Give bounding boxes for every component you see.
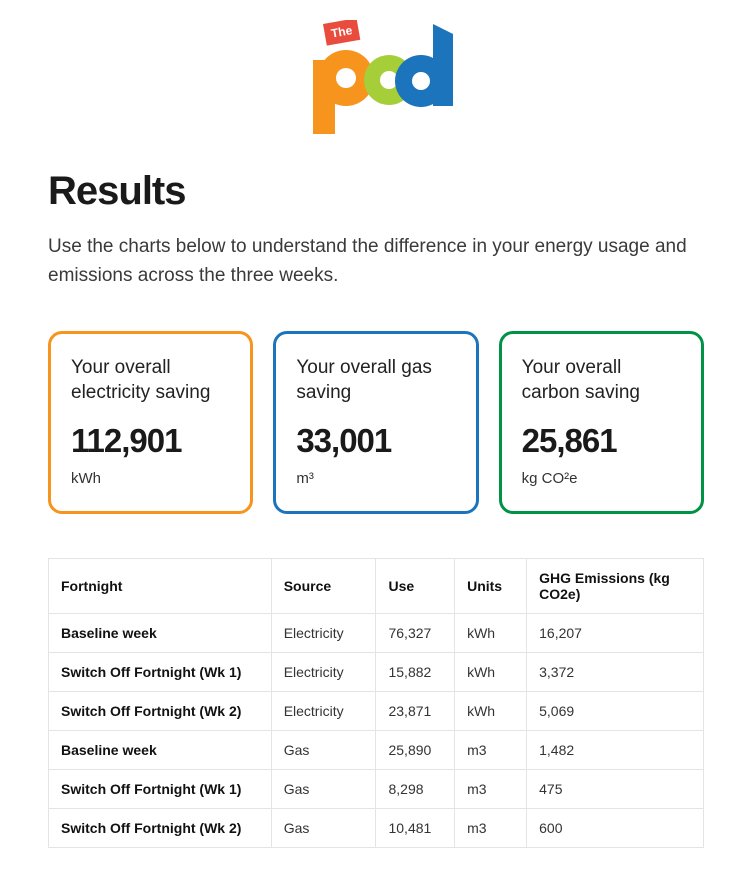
table-row: Baseline weekElectricity76,327kWh16,207 (49, 613, 704, 652)
table-cell: Switch Off Fortnight (Wk 2) (49, 691, 272, 730)
table-header-cell: Source (271, 558, 376, 613)
card-unit: kg CO²e (522, 470, 681, 487)
table-cell: Switch Off Fortnight (Wk 1) (49, 769, 272, 808)
table-cell: Gas (271, 769, 376, 808)
table-cell: m3 (455, 808, 527, 847)
page-title: Results (48, 169, 704, 214)
card-label: Your overall electricity saving (71, 356, 230, 406)
table-cell: 23,871 (376, 691, 455, 730)
logo: The (48, 20, 704, 145)
card-value: 25,861 (522, 422, 681, 460)
table-cell: Electricity (271, 652, 376, 691)
table-cell: kWh (455, 691, 527, 730)
table-cell: Baseline week (49, 613, 272, 652)
table-cell: m3 (455, 769, 527, 808)
card-label: Your overall gas saving (296, 356, 455, 406)
table-cell: 600 (527, 808, 704, 847)
table-cell: 5,069 (527, 691, 704, 730)
table-cell: 3,372 (527, 652, 704, 691)
card-value: 33,001 (296, 422, 455, 460)
table-cell: Electricity (271, 613, 376, 652)
table-cell: 25,890 (376, 730, 455, 769)
table-cell: 15,882 (376, 652, 455, 691)
card-unit: m³ (296, 470, 455, 487)
table-cell: 10,481 (376, 808, 455, 847)
table-cell: m3 (455, 730, 527, 769)
table-cell: 8,298 (376, 769, 455, 808)
table-header-cell: GHG Emissions (kg CO2e) (527, 558, 704, 613)
card-unit: kWh (71, 470, 230, 487)
card-label: Your overall carbon saving (522, 356, 681, 406)
table-row: Switch Off Fortnight (Wk 1)Electricity15… (49, 652, 704, 691)
intro-text: Use the charts below to understand the d… (48, 232, 704, 291)
table-row: Switch Off Fortnight (Wk 1)Gas8,298m3475 (49, 769, 704, 808)
summary-card: Your overall gas saving 33,001 m³ (273, 331, 478, 514)
table-cell: 76,327 (376, 613, 455, 652)
summary-card: Your overall electricity saving 112,901 kW… (48, 331, 253, 514)
table-header-cell: Units (455, 558, 527, 613)
table-cell: kWh (455, 652, 527, 691)
table-cell: Gas (271, 730, 376, 769)
table-cell: Baseline week (49, 730, 272, 769)
summary-cards: Your overall electricity saving 112,901 kW… (48, 331, 704, 514)
table-header-cell: Use (376, 558, 455, 613)
table-row: Switch Off Fortnight (Wk 2)Gas10,481m360… (49, 808, 704, 847)
table-header-row: FortnightSourceUseUnitsGHG Emissions (kg… (49, 558, 704, 613)
table-cell: Switch Off Fortnight (Wk 1) (49, 652, 272, 691)
table-cell: kWh (455, 613, 527, 652)
card-value: 112,901 (71, 422, 230, 460)
table-header-cell: Fortnight (49, 558, 272, 613)
summary-card: Your overall carbon saving 25,861 kg CO²e (499, 331, 704, 514)
table-cell: Electricity (271, 691, 376, 730)
data-table: FortnightSourceUseUnitsGHG Emissions (kg… (48, 558, 704, 848)
table-cell: 475 (527, 769, 704, 808)
table-cell: Switch Off Fortnight (Wk 2) (49, 808, 272, 847)
table-cell: 16,207 (527, 613, 704, 652)
table-cell: Gas (271, 808, 376, 847)
table-cell: 1,482 (527, 730, 704, 769)
table-row: Switch Off Fortnight (Wk 2)Electricity23… (49, 691, 704, 730)
table-row: Baseline weekGas25,890m31,482 (49, 730, 704, 769)
